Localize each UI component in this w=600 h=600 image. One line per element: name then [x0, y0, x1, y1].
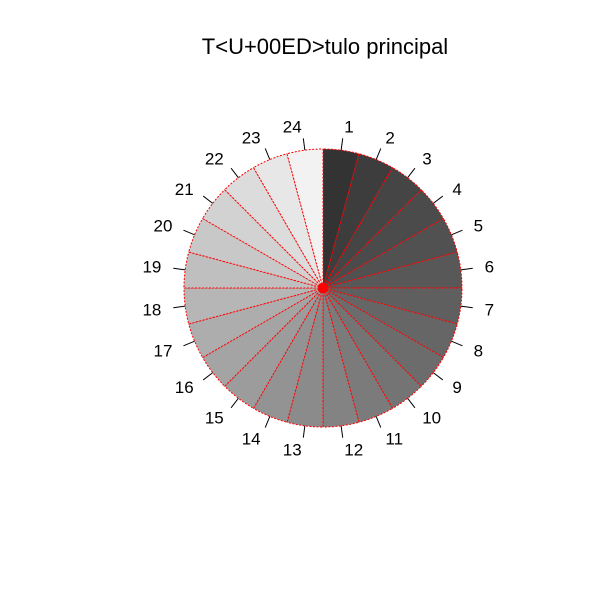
pie-tick-23: [264, 148, 271, 160]
pie-label-11: 11: [385, 430, 403, 449]
pie-label-5: 5: [474, 217, 483, 236]
pie-label-16: 16: [175, 378, 194, 397]
pie-label-7: 7: [485, 300, 494, 319]
pie-tick-18: [173, 305, 186, 309]
pie-tick-24: [302, 138, 306, 151]
pie-center-dot: [318, 283, 328, 293]
pie-label-9: 9: [452, 378, 461, 397]
pie-tick-22: [230, 167, 239, 179]
pie-tick-9: [432, 372, 444, 381]
pie-tick-11: [375, 416, 382, 428]
pie-slice-2: [322, 153, 394, 289]
pie-slice-14: [252, 287, 324, 423]
pie-label-4: 4: [452, 180, 461, 199]
pie-tick-7: [460, 305, 473, 309]
pie-ticks: [173, 138, 473, 438]
pie-slice-22: [224, 166, 324, 289]
pie-label-15: 15: [205, 408, 224, 427]
pie-label-2: 2: [385, 128, 394, 147]
pie-slice-5: [322, 217, 458, 289]
pie-label-18: 18: [142, 300, 161, 319]
pie-slice-16: [201, 287, 324, 387]
pie-slice-12: [322, 287, 360, 428]
pie-tick-5: [451, 229, 463, 236]
pie-label-22: 22: [205, 150, 224, 169]
pie-tick-8: [451, 340, 463, 347]
pie-slice-21: [201, 189, 324, 289]
pie-slice-20: [188, 217, 324, 289]
pie-slice-24: [286, 148, 324, 289]
pie-label-20: 20: [153, 217, 172, 236]
pie-label-6: 6: [485, 258, 494, 277]
pie-slice-18: [183, 287, 324, 325]
pie-slice-10: [322, 287, 422, 410]
pie-slice-9: [322, 287, 445, 387]
pie-center: [318, 283, 328, 293]
pie-tick-12: [340, 425, 344, 438]
pie-label-3: 3: [422, 150, 431, 169]
pie-tick-16: [202, 372, 214, 381]
pie-slice-17: [188, 287, 324, 359]
pie-slice-23: [252, 153, 324, 289]
pie-label-14: 14: [242, 430, 261, 449]
pie-label-24: 24: [283, 117, 302, 136]
pie-tick-17: [183, 340, 195, 347]
pie-slice-6: [322, 251, 463, 289]
pie-tick-13: [302, 425, 306, 438]
pie-label-12: 12: [344, 441, 363, 460]
pie-label-1: 1: [344, 117, 353, 136]
pie-tick-19: [173, 267, 186, 271]
pie-tick-10: [407, 397, 416, 409]
pie-label-23: 23: [242, 128, 261, 147]
pie-tick-20: [183, 229, 195, 236]
pie-label-17: 17: [153, 341, 172, 360]
pie-tick-14: [264, 416, 271, 428]
chart-title: T<U+00ED>tulo principal: [201, 34, 449, 59]
pie-label-13: 13: [283, 441, 302, 460]
pie-label-8: 8: [474, 341, 483, 360]
pie-tick-15: [230, 397, 239, 409]
pie-tick-21: [202, 195, 214, 204]
pie-label-21: 21: [175, 180, 194, 199]
pie-slice-15: [224, 287, 324, 410]
pie-tick-4: [432, 195, 444, 204]
pie-label-19: 19: [142, 258, 161, 277]
pie-slices: [183, 148, 463, 428]
pie-tick-6: [460, 267, 473, 271]
pie-slice-3: [322, 166, 422, 289]
pie-tick-2: [375, 148, 382, 160]
pie-slice-4: [322, 189, 445, 289]
pie-slice-8: [322, 287, 458, 359]
pie-slice-11: [322, 287, 394, 423]
pie-tick-3: [407, 167, 416, 179]
pie-label-10: 10: [422, 408, 441, 427]
pie-tick-1: [340, 138, 344, 151]
